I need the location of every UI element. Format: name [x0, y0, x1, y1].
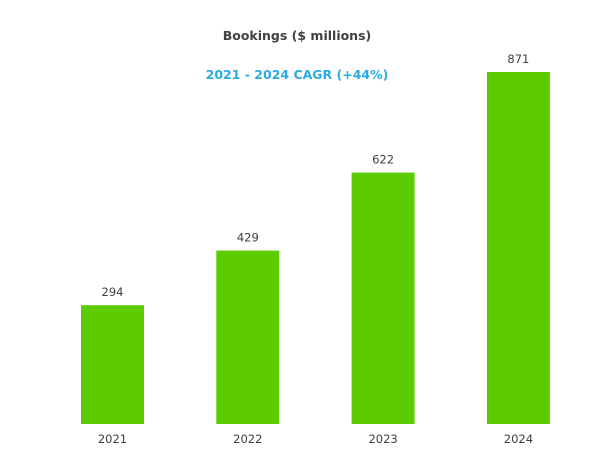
bar-2023: [351, 172, 415, 424]
bar-2022: [216, 250, 280, 424]
x-tick-labels-group: 2021 2022 2023 2024: [98, 432, 533, 446]
value-label-2023: 622: [372, 153, 394, 167]
value-label-2024: 871: [507, 52, 529, 66]
bar-2021: [81, 305, 144, 424]
bar-2024: [486, 72, 550, 424]
x-tick-label-2021: 2021: [98, 432, 127, 446]
x-tick-label-2024: 2024: [504, 432, 533, 446]
x-tick-label-2023: 2023: [368, 432, 397, 446]
bars-group: [81, 72, 550, 424]
value-label-2021: 294: [102, 285, 124, 299]
value-label-2022: 429: [237, 231, 259, 245]
x-tick-label-2022: 2022: [233, 432, 262, 446]
chart-subtitle: 2021 - 2024 CAGR (+44%): [206, 67, 389, 82]
value-labels-group: 294 429 622 871: [102, 52, 530, 299]
chart-title: Bookings ($ millions): [223, 28, 372, 43]
